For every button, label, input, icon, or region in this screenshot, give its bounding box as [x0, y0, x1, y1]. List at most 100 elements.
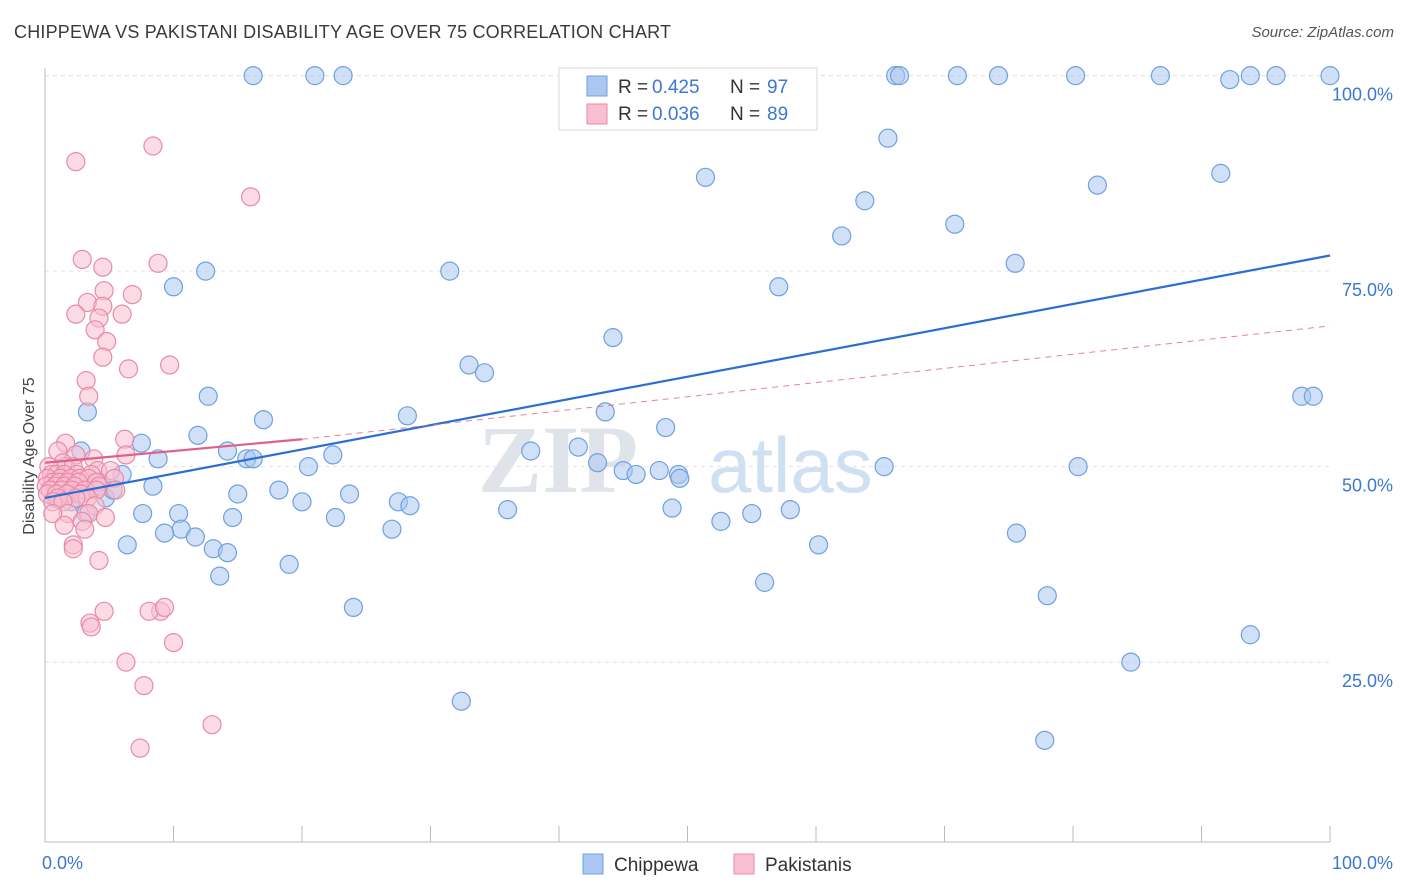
point-chippewa [292, 492, 312, 512]
point-pakistanis [122, 285, 142, 305]
point-chippewa [521, 441, 541, 461]
point-chippewa [662, 498, 682, 518]
point-pakistanis [76, 371, 96, 391]
point-pakistanis [85, 320, 105, 340]
x-tick-label-max: 100.0% [1332, 853, 1393, 873]
x-tick-label-min: 0.0% [42, 853, 83, 873]
point-chippewa [188, 425, 208, 445]
point-chippewa [754, 572, 775, 592]
point-chippewa [117, 535, 137, 555]
point-chippewa [832, 226, 852, 246]
point-chippewa [1037, 586, 1057, 606]
watermark: ZIP atlas [478, 406, 873, 513]
bottom-legend-swatch-pakistanis [733, 853, 755, 875]
point-pakistanis [130, 738, 150, 758]
point-pakistanis [112, 304, 132, 324]
series-legend: Chippewa Pakistanis [582, 853, 852, 876]
point-chippewa [400, 496, 420, 516]
point-pakistanis [95, 507, 115, 528]
axes [44, 68, 1331, 843]
legend-n-label-pakistanis: N = [730, 104, 760, 125]
point-pakistanis [81, 617, 101, 637]
y-tick-label: 50.0% [1342, 476, 1393, 496]
watermark-zip: ZIP [478, 406, 638, 513]
point-chippewa [440, 261, 460, 281]
point-pakistanis [66, 304, 86, 324]
point-chippewa [210, 566, 230, 586]
point-chippewa [670, 468, 690, 488]
point-chippewa [587, 453, 608, 473]
point-chippewa [568, 437, 588, 457]
point-pakistanis [148, 253, 168, 273]
point-pakistanis [93, 257, 113, 277]
point-chippewa [988, 66, 1009, 86]
point-chippewa [305, 66, 325, 86]
point-chippewa [228, 484, 248, 504]
y-tick-label: 100.0% [1332, 85, 1393, 105]
point-chippewa [323, 445, 343, 465]
y-axis-title: Disability Age Over 75 [21, 377, 38, 535]
point-chippewa [742, 503, 762, 524]
point-chippewa [154, 523, 175, 543]
point-chippewa [1006, 523, 1027, 543]
point-pakistanis [66, 152, 86, 172]
source-label: Source: ZipAtlas.com [1251, 24, 1394, 41]
point-chippewa [217, 543, 238, 563]
legend-swatch-pakistanis [586, 103, 608, 125]
point-pakistanis [118, 359, 139, 379]
point-chippewa [695, 167, 716, 187]
point-chippewa [148, 449, 168, 469]
point-chippewa [1240, 625, 1260, 645]
point-pakistanis [160, 355, 180, 375]
point-pakistanis [116, 652, 136, 672]
point-chippewa [143, 476, 163, 496]
point-chippewa [169, 503, 189, 524]
point-chippewa [1005, 253, 1025, 273]
point-chippewa [855, 191, 875, 211]
point-chippewa [878, 128, 898, 148]
point-pakistanis [54, 515, 74, 535]
point-pakistanis [72, 249, 92, 270]
point-chippewa [243, 66, 263, 86]
point-chippewa [1303, 386, 1323, 406]
legend-r-label-pakistanis: R = [618, 104, 648, 125]
trendline-dashed-pakistanis [301, 325, 1331, 440]
point-chippewa [269, 480, 289, 500]
point-pakistanis [202, 715, 222, 735]
legend-r-label-chippewa: R = [618, 77, 648, 98]
point-chippewa [451, 691, 471, 711]
point-pakistanis [94, 601, 114, 621]
point-chippewa [185, 527, 205, 547]
y-tick-label: 25.0% [1342, 671, 1393, 691]
point-pakistanis [241, 187, 261, 207]
point-chippewa [459, 355, 479, 375]
point-chippewa [1087, 175, 1108, 195]
point-pakistanis [134, 675, 154, 696]
point-pakistanis [143, 136, 163, 156]
point-chippewa [198, 386, 218, 406]
point-chippewa [656, 417, 676, 438]
point-chippewa [279, 554, 299, 574]
trendline-chippewa [44, 254, 1331, 500]
point-chippewa [1320, 66, 1340, 86]
point-chippewa [649, 460, 669, 481]
trend-lines [44, 254, 1331, 500]
point-chippewa [1065, 66, 1086, 86]
point-pakistanis [97, 331, 117, 352]
point-chippewa [769, 277, 789, 297]
y-tick-label: 75.0% [1342, 280, 1393, 300]
point-chippewa [382, 519, 402, 539]
gridlines [45, 75, 1330, 663]
point-chippewa [1068, 457, 1088, 477]
point-chippewa [626, 464, 646, 485]
point-chippewa [339, 484, 360, 504]
bottom-legend-label-pakistanis: Pakistanis [765, 855, 852, 876]
point-pakistanis [63, 539, 83, 559]
stats-legend: R = 0.425 N = 97 R = 0.036 N = 89 [558, 67, 818, 131]
point-chippewa [333, 66, 353, 86]
point-chippewa [1150, 66, 1170, 86]
bottom-legend-swatch-chippewa [582, 853, 604, 875]
point-chippewa [874, 457, 894, 477]
legend-r-value-pakistanis: 0.036 [652, 104, 700, 125]
